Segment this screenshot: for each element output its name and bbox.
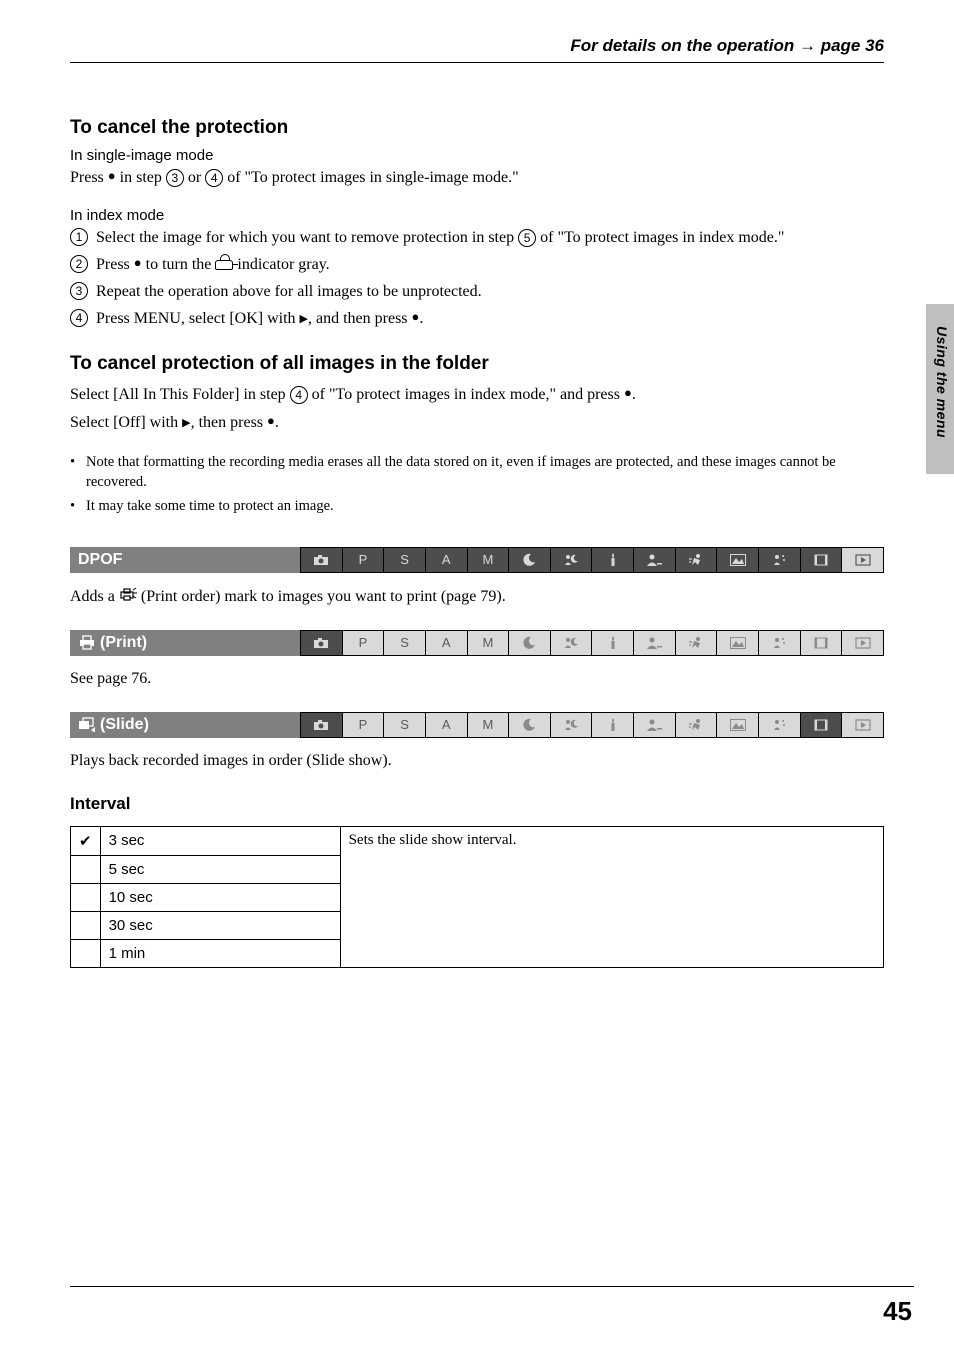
movie-icon [800,631,842,655]
playback-icon [841,713,883,737]
circled-2-icon: 2 [70,255,88,273]
mode-s: S [383,713,425,737]
dpof-desc: Adds a (Print order) mark to images you … [70,587,884,606]
portrait-icon [633,548,675,572]
mode-p: P [342,548,384,572]
movie-icon [800,548,842,572]
interval-option: 30 sec [100,911,340,939]
protect-key-icon [215,260,233,270]
interval-option: 5 sec [100,855,340,883]
index-mode-label: In index mode [70,207,884,224]
mode-strip-dpof: P S A M [300,547,884,573]
mode-strip-slide: P S A M [300,712,884,738]
circled-1-icon: 1 [70,228,88,246]
closeup-icon [758,713,800,737]
closeup-icon [758,631,800,655]
step-3: 3 Repeat the operation above for all imag… [70,280,884,305]
moon-person-icon [550,713,592,737]
sports-icon [675,713,717,737]
sports-icon [675,631,717,655]
mode-strip-print: P S A M [300,630,884,656]
step-1-text: Select the image for which you want to r… [96,226,784,251]
section-title-dpof: DPOF [70,547,300,573]
slide-icon [78,717,96,732]
printer-icon [78,635,96,650]
landscape-icon [716,631,758,655]
interval-desc: Sets the slide show interval. [340,826,883,967]
mode-p: P [342,631,384,655]
heading-cancel-protection: To cancel the protection [70,117,884,139]
candle-icon [591,713,633,737]
note-1: •Note that formatting the recording medi… [70,452,884,493]
notes-list: •Note that formatting the recording medi… [70,452,884,517]
interval-table: ✔ 3 sec Sets the slide show interval. 5 … [70,826,884,968]
mode-a: A [425,631,467,655]
heading-cancel-all: To cancel protection of all images in th… [70,353,884,375]
moon-icon [508,548,550,572]
mode-m: M [467,548,509,572]
header-page-ref: page 36 [821,36,884,55]
single-mode-text: Press ● in step 3 or 4 of "To protect im… [70,166,884,189]
step-1: 1 Select the image for which you want to … [70,226,884,251]
step-4: 4 Press MENU, select [OK] with ▶, and the… [70,307,884,332]
section-title-print: (Print) [70,630,300,656]
table-row: ✔ 3 sec Sets the slide show interval. [71,826,884,855]
candle-icon [591,631,633,655]
landscape-icon [716,713,758,737]
step-2-text: Press ● to turn the indicator gray. [96,253,330,278]
section-title-slide: (Slide) [70,712,300,738]
camera-icon [300,631,342,655]
mode-s: S [383,548,425,572]
note-2: •It may take some time to protect an ima… [70,496,884,516]
step-4-text: Press MENU, select [OK] with ▶, and then… [96,307,423,332]
cancel-all-line2: Select [Off] with ▶, then press ●. [70,411,884,434]
print-order-icon [119,587,137,601]
circled-4-icon: 4 [70,309,88,327]
section-bar-slide: (Slide) P S A M [70,712,884,738]
interval-option: 10 sec [100,883,340,911]
camera-icon [300,713,342,737]
mode-m: M [467,631,509,655]
print-desc: See page 76. [70,670,884,688]
moon-person-icon [550,631,592,655]
movie-icon [800,713,842,737]
index-mode-steps: 1 Select the image for which you want to … [70,226,884,331]
interval-heading: Interval [70,794,884,814]
section-bar-print: (Print) P S A M [70,630,884,656]
header-rule [70,62,884,63]
moon-icon [508,713,550,737]
playback-icon [841,548,883,572]
footer-rule [70,1286,914,1287]
closeup-icon [758,548,800,572]
interval-option: 3 sec [100,826,340,855]
mode-p: P [342,713,384,737]
moon-icon [508,631,550,655]
sports-icon [675,548,717,572]
step-2: 2 Press ● to turn the indicator gray. [70,253,884,278]
single-mode-label: In single-image mode [70,147,884,164]
check-icon: ✔ [71,826,101,855]
moon-person-icon [550,548,592,572]
step-3-text: Repeat the operation above for all image… [96,280,482,305]
mode-m: M [467,713,509,737]
candle-icon [591,548,633,572]
section-bar-dpof: DPOF P S A M [70,547,884,573]
circled-3-icon: 3 [70,282,88,300]
portrait-icon [633,631,675,655]
header-text: For details on the operation [570,36,794,55]
mode-a: A [425,548,467,572]
camera-icon [300,548,342,572]
slide-desc: Plays back recorded images in order (Sli… [70,752,884,770]
cancel-all-line1: Select [All In This Folder] in step 4 of… [70,383,884,406]
landscape-icon [716,548,758,572]
interval-option: 1 min [100,939,340,967]
arrow-icon: → [799,36,816,55]
playback-icon [841,631,883,655]
page-number: 45 [883,1296,912,1327]
mode-s: S [383,631,425,655]
mode-a: A [425,713,467,737]
running-header: For details on the operation → page 36 [70,36,884,62]
portrait-icon [633,713,675,737]
